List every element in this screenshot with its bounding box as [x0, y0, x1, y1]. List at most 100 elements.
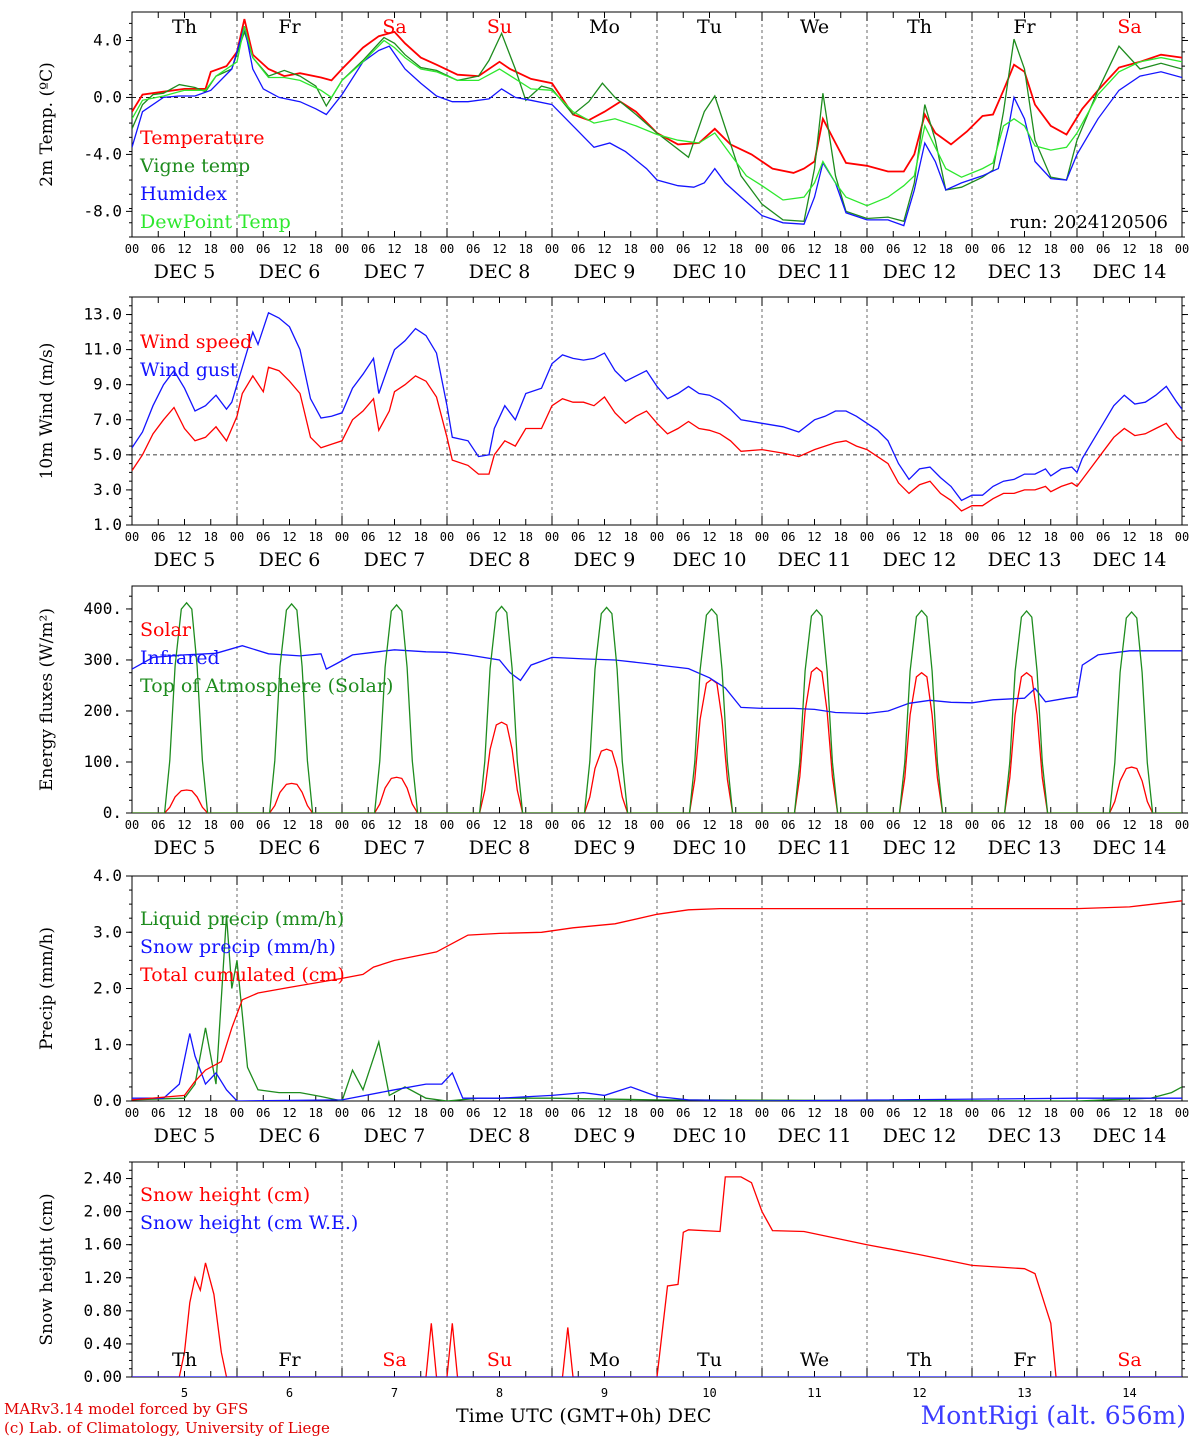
- date-label: DEC 12: [883, 837, 957, 859]
- hour-tick-label: 12: [387, 1106, 401, 1120]
- hour-tick-label: 00: [650, 530, 664, 544]
- hour-tick-label: 00: [230, 818, 244, 832]
- date-label: DEC 11: [778, 1125, 852, 1147]
- hour-tick-label: 00: [125, 818, 139, 832]
- day-number: 8: [496, 1386, 503, 1400]
- hour-tick-label: 00: [1175, 818, 1189, 832]
- day-name: Sa: [1117, 16, 1141, 38]
- hour-tick-label: 00: [755, 530, 769, 544]
- day-number: 9: [601, 1386, 608, 1400]
- hour-tick-label: 06: [1096, 1106, 1110, 1120]
- y-tick-label: 2.00: [83, 1202, 122, 1221]
- hour-tick-label: 00: [755, 818, 769, 832]
- hour-tick-label: 18: [834, 530, 848, 544]
- hour-tick-label: 18: [414, 530, 428, 544]
- hour-tick-label: 18: [519, 1106, 533, 1120]
- hour-tick-label: 12: [1017, 1106, 1031, 1120]
- hour-tick-label: 00: [965, 1106, 979, 1120]
- hour-tick-label: 12: [492, 530, 506, 544]
- chart-panel-4: 4.0 3.0 2.0 1.0 0.0 Precip (mm/h) Liquid preci…: [37, 866, 1189, 1147]
- hour-tick-label: 00: [545, 242, 559, 256]
- y-tick-label: 0.0: [93, 87, 122, 106]
- hour-tick-label: 18: [939, 242, 953, 256]
- day-name: Th: [907, 16, 932, 38]
- day-name: Fr: [278, 16, 301, 38]
- hour-tick-label: 00: [755, 242, 769, 256]
- y-tick-label: 1.20: [83, 1268, 122, 1287]
- hour-tick-label: 18: [519, 530, 533, 544]
- hour-tick-label: 06: [151, 242, 165, 256]
- hour-tick-label: 06: [676, 530, 690, 544]
- hour-tick-label: 12: [1122, 530, 1136, 544]
- hour-tick-label: 12: [177, 530, 191, 544]
- hour-tick-label: 18: [624, 530, 638, 544]
- date-label: DEC 8: [469, 549, 531, 571]
- hour-tick-label: 06: [571, 1106, 585, 1120]
- date-label: DEC 8: [469, 1125, 531, 1147]
- date-label: DEC 8: [469, 261, 531, 283]
- hour-tick-label: 12: [912, 242, 926, 256]
- plot-frame: [131, 11, 1183, 238]
- hour-tick-label: 00: [1070, 818, 1084, 832]
- y-tick-label: 0.00: [83, 1367, 122, 1386]
- date-label: DEC 9: [574, 549, 636, 571]
- y-tick-label: 9.0: [93, 375, 122, 394]
- series-line: [132, 645, 1182, 715]
- hour-tick-label: 18: [1044, 530, 1058, 544]
- hour-tick-label: 06: [1096, 530, 1110, 544]
- date-label: DEC 12: [883, 1125, 957, 1147]
- legend-entry: Wind gust: [140, 359, 238, 381]
- legend-entry: Snow height (cm): [140, 1184, 310, 1206]
- hour-tick-label: 00: [1070, 530, 1084, 544]
- hour-tick-label: 06: [781, 242, 795, 256]
- hour-tick-label: 06: [361, 530, 375, 544]
- hour-tick-label: 18: [624, 1106, 638, 1120]
- hour-tick-label: 18: [414, 242, 428, 256]
- day-name: Tu: [697, 1349, 722, 1371]
- hour-tick-label: 00: [1070, 1106, 1084, 1120]
- date-label: DEC 6: [259, 837, 321, 859]
- day-name: Tu: [697, 16, 722, 38]
- date-label: DEC 10: [673, 261, 747, 283]
- date-label: DEC 11: [778, 261, 852, 283]
- hour-tick-label: 18: [1149, 242, 1163, 256]
- date-label: DEC 13: [988, 261, 1062, 283]
- hour-tick-label: 00: [1175, 242, 1189, 256]
- day-name: Sa: [382, 1349, 406, 1371]
- hour-tick-label: 12: [807, 1106, 821, 1120]
- hour-tick-label: 00: [965, 530, 979, 544]
- legend-entry: DewPoint Temp: [140, 211, 291, 233]
- day-name: Mo: [589, 16, 620, 38]
- hour-tick-label: 18: [624, 242, 638, 256]
- hour-tick-label: 12: [597, 242, 611, 256]
- hour-tick-label: 12: [912, 1106, 926, 1120]
- date-label: DEC 6: [259, 261, 321, 283]
- date-label: DEC 9: [574, 1125, 636, 1147]
- hour-tick-label: 12: [597, 530, 611, 544]
- y-tick-label: 5.0: [93, 445, 122, 464]
- y-tick-label: -4.0: [83, 144, 122, 163]
- hour-tick-label: 06: [886, 530, 900, 544]
- day-name: Sa: [382, 16, 406, 38]
- day-number: 11: [807, 1386, 821, 1400]
- date-label: DEC 13: [988, 837, 1062, 859]
- series-line: [132, 311, 1182, 502]
- station-name: MontRigi (alt. 656m): [920, 1401, 1186, 1430]
- legend-entry: Wind speed: [140, 331, 252, 353]
- hour-tick-label: 12: [282, 1106, 296, 1120]
- series-line: [132, 900, 1182, 1101]
- hour-tick-label: 00: [125, 1106, 139, 1120]
- date-label: DEC 8: [469, 837, 531, 859]
- date-label: DEC 10: [673, 549, 747, 571]
- hour-tick-label: 06: [466, 242, 480, 256]
- legend-entry: Total cumulated (cm): [140, 964, 345, 986]
- hour-tick-label: 06: [571, 242, 585, 256]
- hour-tick-label: 18: [1149, 818, 1163, 832]
- date-label: DEC 6: [259, 549, 321, 571]
- hour-tick-label: 18: [729, 818, 743, 832]
- y-tick-label: 1.0: [93, 515, 122, 534]
- y-tick-label: 13.0: [83, 305, 122, 324]
- hour-tick-label: 12: [1122, 1106, 1136, 1120]
- chart-panel-3: 400. 300. 200. 100. 0. Energy fluxes (W/m²) So…: [37, 585, 1189, 859]
